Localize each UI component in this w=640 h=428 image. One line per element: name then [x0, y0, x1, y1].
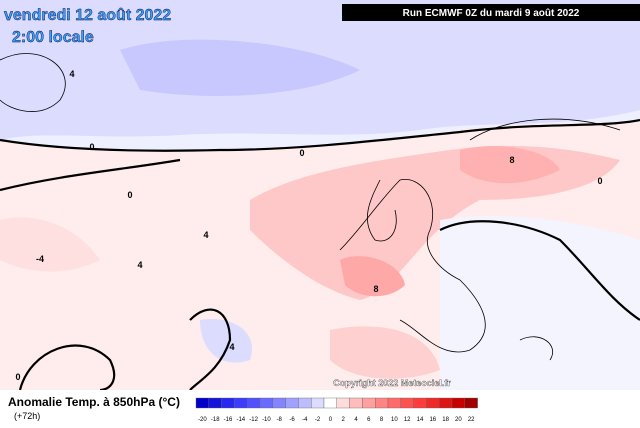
colorbar-swatch — [323, 397, 338, 409]
colorbar-swatch — [439, 397, 453, 409]
colorbar-label: -18 — [211, 417, 220, 423]
zero-contours — [0, 118, 640, 392]
colorbar-label: 10 — [391, 417, 398, 423]
colorbar-label: -20 — [198, 417, 207, 423]
colorbar-label: 22 — [468, 417, 475, 423]
time-label: 2:00 locale — [12, 29, 94, 46]
colorbar-label: 4 — [354, 417, 358, 423]
footer-band — [0, 390, 640, 428]
colorbar-label: -4 — [302, 417, 308, 423]
colorbar-swatch — [349, 397, 363, 409]
run-label: Run ECMWF 0Z du mardi 9 août 2022 — [403, 8, 580, 19]
colorbar-label: -8 — [277, 417, 283, 423]
colorbar-label: 2 — [342, 417, 346, 423]
colorbar-label: 14 — [417, 417, 424, 423]
colorbar-swatch — [426, 397, 440, 409]
lead-time: (+72h) — [14, 411, 40, 421]
colorbar-swatch — [221, 397, 235, 409]
colorbar-swatch — [234, 397, 248, 409]
colorbar-label: -2 — [315, 417, 321, 423]
colorbar-swatch — [413, 397, 427, 409]
contour-label: 0 — [89, 142, 94, 152]
colorbar-swatch — [272, 397, 286, 409]
date-label: vendredi 12 août 2022 — [4, 7, 171, 24]
contour-labels: 0 0 0 0 4 4 4 8 8 -4 0 4 — [15, 69, 602, 382]
colorbar-swatch — [387, 397, 402, 409]
contour-label: 4 — [229, 342, 234, 352]
colorbar-label: 20 — [455, 417, 462, 423]
contour-label: 4 — [69, 69, 74, 79]
colorbar-label: 6 — [367, 417, 371, 423]
colorbar-label: 12 — [404, 417, 411, 423]
colorbar-swatch — [362, 397, 376, 409]
colorbar-swatch — [246, 397, 261, 409]
contour-label: 4 — [137, 260, 142, 270]
contour-label: 0 — [597, 176, 602, 186]
colorbar-swatch — [451, 397, 466, 409]
colorbar-label: -10 — [262, 417, 271, 423]
contour-label: 8 — [509, 155, 514, 165]
colorbar-label: -12 — [249, 417, 258, 423]
colorbar-swatch — [208, 397, 222, 409]
colorbar-swatch — [375, 397, 389, 409]
colorbar-label: 0 — [329, 417, 333, 423]
copyright: Copyright 2022 Meteociel.fr — [333, 378, 451, 388]
colorbar: -20 -18 -16 -14 -12 -10 -8 -6 -4 -2 0 2 4 6 8 10 12 14 16 1… — [195, 397, 478, 423]
colorbar-swatch — [285, 397, 299, 409]
colorbar-label: 16 — [429, 417, 436, 423]
contour-label: 0 — [127, 190, 132, 200]
run-box — [342, 4, 640, 21]
colorbar-swatch — [400, 397, 414, 409]
colorbar-swatch — [336, 397, 350, 409]
contour-label: 8 — [373, 284, 378, 294]
colorbar-label: 18 — [442, 417, 449, 423]
contour-label: 4 — [203, 230, 208, 240]
anomaly-field — [0, 0, 640, 390]
contour-label: 0 — [299, 148, 304, 158]
field-title: Anomalie Temp. à 850hPa (°C) — [8, 395, 180, 409]
contour-label: -4 — [36, 254, 44, 264]
colorbar-swatch — [311, 397, 325, 409]
colorbar-swatch — [195, 397, 210, 409]
colorbar-label: -14 — [236, 417, 245, 423]
colorbar-swatch — [464, 397, 478, 409]
colorbar-label: -16 — [224, 417, 233, 423]
colorbar-label: 8 — [380, 417, 384, 423]
colorbar-swatch — [298, 397, 312, 409]
colorbar-label: -6 — [289, 417, 295, 423]
colorbar-swatch — [259, 397, 274, 409]
contour-label: 0 — [15, 372, 20, 382]
